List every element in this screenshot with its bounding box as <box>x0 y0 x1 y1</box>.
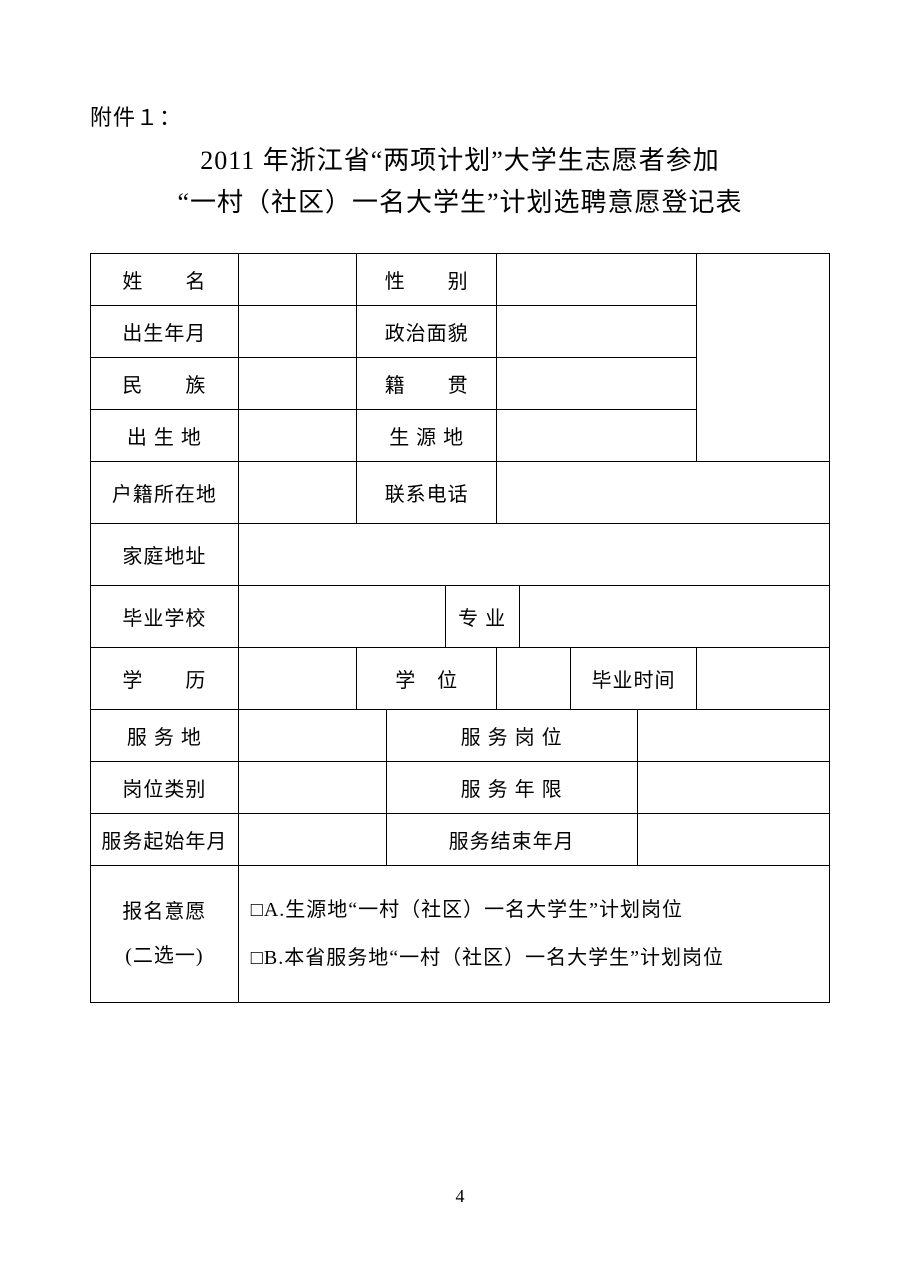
photo-cell[interactable] <box>696 254 829 462</box>
value-ethnicity[interactable] <box>238 358 356 410</box>
label-service-end: 服务结束年月 <box>386 814 637 866</box>
value-grad-time[interactable] <box>696 648 829 710</box>
value-birth-date[interactable] <box>238 306 356 358</box>
value-native-place[interactable] <box>497 358 696 410</box>
value-education[interactable] <box>238 648 356 710</box>
value-post-category[interactable] <box>238 762 386 814</box>
value-service-years[interactable] <box>637 762 829 814</box>
title-line-2: “一村（社区）一名大学生”计划选聘意愿登记表 <box>177 188 742 217</box>
document-title: 2011 年浙江省“两项计划”大学生志愿者参加 “一村（社区）一名大学生”计划选… <box>90 140 830 223</box>
value-residence[interactable] <box>238 462 356 524</box>
value-gender[interactable] <box>497 254 696 306</box>
label-birth-date: 出生年月 <box>91 306 239 358</box>
enroll-intent-text: 报名意愿 <box>122 901 206 923</box>
value-degree[interactable] <box>497 648 571 710</box>
value-service-end[interactable] <box>637 814 829 866</box>
value-service-post[interactable] <box>637 710 829 762</box>
label-education: 学 历 <box>91 648 239 710</box>
label-phone: 联系电话 <box>357 462 497 524</box>
value-major[interactable] <box>519 586 829 648</box>
label-home-address: 家庭地址 <box>91 524 239 586</box>
choose-one-text: (二选一) <box>125 945 203 967</box>
registration-form-table: 姓 名 性 别 出生年月 政治面貌 民 族 籍 贯 出 生 地 生 源 地 户籍… <box>90 253 830 1003</box>
label-service-start: 服务起始年月 <box>91 814 239 866</box>
label-post-category: 岗位类别 <box>91 762 239 814</box>
label-name: 姓 名 <box>91 254 239 306</box>
label-degree: 学 位 <box>357 648 497 710</box>
options-cell[interactable]: □A.生源地“一村（社区）一名大学生”计划岗位 □B.本省服务地“一村（社区）一… <box>238 866 829 1003</box>
label-grad-time: 毕业时间 <box>571 648 697 710</box>
page-number: 4 <box>0 1186 920 1207</box>
value-service-place[interactable] <box>238 710 386 762</box>
label-enroll-intent: 报名意愿 (二选一) <box>91 866 239 1003</box>
value-birth-place[interactable] <box>238 410 356 462</box>
value-phone[interactable] <box>497 462 830 524</box>
attachment-label: 附件１： <box>90 100 830 132</box>
label-grad-school: 毕业学校 <box>91 586 239 648</box>
label-service-years: 服 务 年 限 <box>386 762 637 814</box>
value-name[interactable] <box>238 254 356 306</box>
label-residence: 户籍所在地 <box>91 462 239 524</box>
value-political[interactable] <box>497 306 696 358</box>
value-grad-school[interactable] <box>238 586 445 648</box>
value-home-address[interactable] <box>238 524 829 586</box>
label-birth-place: 出 生 地 <box>91 410 239 462</box>
label-political: 政治面貌 <box>357 306 497 358</box>
option-a[interactable]: □A.生源地“一村（社区）一名大学生”计划岗位 <box>251 899 683 921</box>
title-line-1: 2011 年浙江省“两项计划”大学生志愿者参加 <box>200 146 720 175</box>
option-b[interactable]: □B.本省服务地“一村（社区）一名大学生”计划岗位 <box>251 947 724 969</box>
label-ethnicity: 民 族 <box>91 358 239 410</box>
label-service-place: 服 务 地 <box>91 710 239 762</box>
value-service-start[interactable] <box>238 814 386 866</box>
label-major: 专 业 <box>445 586 519 648</box>
label-service-post: 服 务 岗 位 <box>386 710 637 762</box>
value-source-place[interactable] <box>497 410 696 462</box>
label-source-place: 生 源 地 <box>357 410 497 462</box>
label-native-place: 籍 贯 <box>357 358 497 410</box>
label-gender: 性 别 <box>357 254 497 306</box>
